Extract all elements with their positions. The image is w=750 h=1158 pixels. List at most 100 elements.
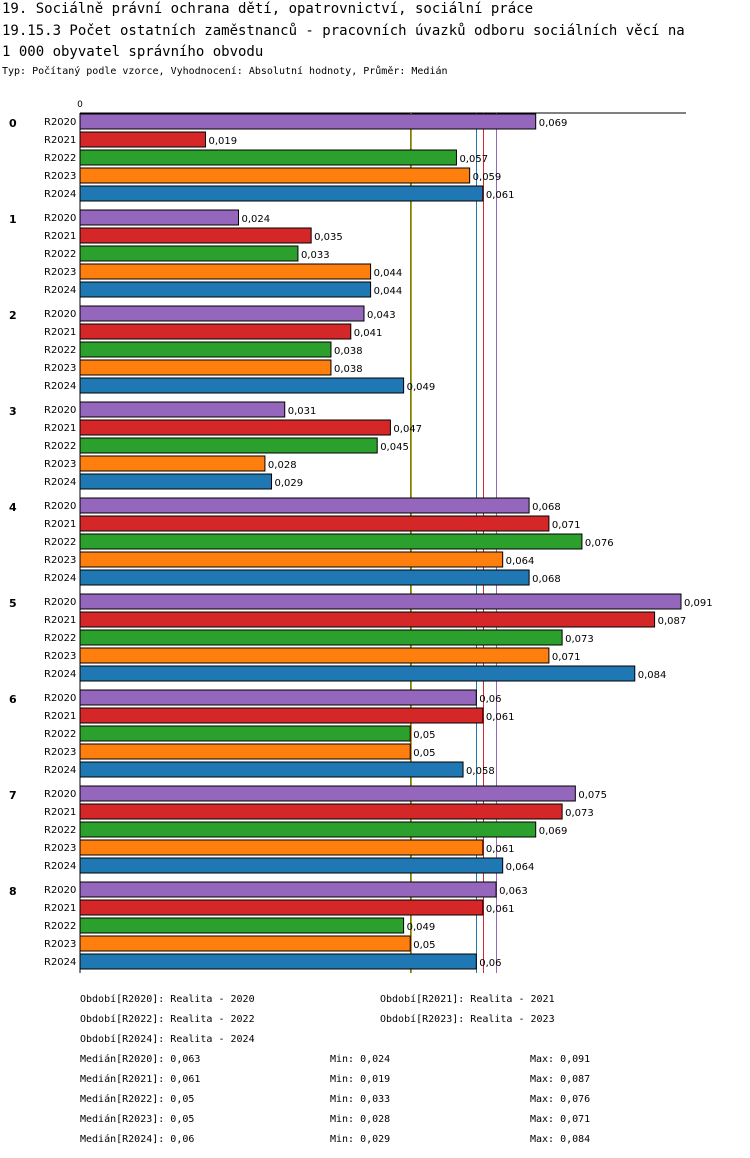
group-label-5: 5	[9, 597, 17, 610]
bar-6-r2022	[79, 725, 411, 742]
bar-3-r2023	[79, 455, 266, 472]
series-label-r2021: R2021	[44, 711, 76, 722]
bar-2-r2022	[79, 341, 332, 358]
series-label-r2021: R2021	[44, 519, 76, 530]
legend-max-r2022: Max: 0,076	[530, 1094, 591, 1105]
chart-title-line-3: 1 000 obyvatel správního obvodu	[2, 44, 264, 60]
legend-period-r2024: Období[R2024]: Realita - 2024	[80, 1034, 255, 1045]
data-label-6-r2024: 0,058	[466, 766, 495, 777]
bar-7-r2021	[79, 803, 563, 820]
data-label-3-r2021: 0,047	[393, 424, 422, 435]
series-label-r2023: R2023	[44, 267, 76, 278]
series-label-r2023: R2023	[44, 171, 76, 182]
legend-period-r2021: Období[R2021]: Realita - 2021	[380, 994, 555, 1005]
series-label-r2024: R2024	[44, 285, 76, 296]
bar-3-r2020	[79, 401, 286, 418]
data-label-4-r2022: 0,076	[585, 538, 614, 549]
bar-0-r2024	[79, 185, 484, 202]
bar-3-r2024	[79, 473, 273, 490]
series-label-r2020: R2020	[44, 597, 76, 608]
group-label-6: 6	[9, 693, 17, 706]
data-label-6-r2022: 0,05	[413, 730, 435, 741]
series-label-r2023: R2023	[44, 363, 76, 374]
data-label-8-r2023: 0,05	[413, 940, 435, 951]
data-label-2-r2022: 0,038	[334, 346, 363, 357]
series-label-r2022: R2022	[44, 249, 76, 260]
series-label-r2022: R2022	[44, 345, 76, 356]
bar-2-r2024	[79, 377, 405, 394]
bar-1-r2020	[79, 209, 240, 226]
data-label-4-r2021: 0,071	[552, 520, 581, 531]
data-label-7-r2021: 0,073	[565, 808, 594, 819]
chart-subtitle: Typ: Počítaný podle vzorce, Vyhodnocení:…	[2, 66, 448, 77]
series-label-r2022: R2022	[44, 537, 76, 548]
group-label-1: 1	[9, 213, 17, 226]
bar-4-r2023	[79, 551, 504, 568]
legend-max-r2020: Max: 0,091	[530, 1054, 591, 1065]
data-label-2-r2023: 0,038	[334, 364, 363, 375]
bar-0-r2020	[79, 113, 537, 130]
data-label-2-r2021: 0,041	[354, 328, 383, 339]
data-label-0-r2022: 0,057	[459, 154, 488, 165]
series-label-r2023: R2023	[44, 843, 76, 854]
bar-1-r2024	[79, 281, 372, 298]
data-label-4-r2020: 0,068	[532, 502, 561, 513]
series-label-r2021: R2021	[44, 231, 76, 242]
chart-title-line-2: 19.15.3 Počet ostatních zaměstnanců - pr…	[2, 23, 685, 39]
bar-2-r2020	[79, 305, 365, 322]
data-label-5-r2023: 0,071	[552, 652, 581, 663]
data-label-3-r2022: 0,045	[380, 442, 409, 453]
series-label-r2021: R2021	[44, 327, 76, 338]
data-label-6-r2021: 0,061	[486, 712, 515, 723]
series-label-r2023: R2023	[44, 747, 76, 758]
data-label-7-r2022: 0,069	[539, 826, 568, 837]
legend-median-r2021: Medián[R2021]: 0,061	[80, 1074, 201, 1085]
series-label-r2020: R2020	[44, 117, 76, 128]
series-label-r2024: R2024	[44, 573, 76, 584]
data-label-7-r2020: 0,075	[578, 790, 607, 801]
data-label-1-r2024: 0,044	[374, 286, 403, 297]
bar-5-r2024	[79, 665, 636, 682]
bar-2-r2021	[79, 323, 352, 340]
group-label-8: 8	[9, 885, 17, 898]
bar-7-r2020	[79, 785, 576, 802]
series-label-r2022: R2022	[44, 153, 76, 164]
bar-4-r2024	[79, 569, 530, 586]
data-label-6-r2023: 0,05	[413, 748, 435, 759]
data-label-2-r2024: 0,049	[407, 382, 436, 393]
data-label-1-r2020: 0,024	[242, 214, 271, 225]
series-label-r2022: R2022	[44, 441, 76, 452]
series-label-r2021: R2021	[44, 423, 76, 434]
series-label-r2024: R2024	[44, 669, 76, 680]
data-label-1-r2022: 0,033	[301, 250, 330, 261]
bar-5-r2023	[79, 647, 550, 664]
series-label-r2024: R2024	[44, 477, 76, 488]
series-label-r2020: R2020	[44, 693, 76, 704]
series-label-r2020: R2020	[44, 309, 76, 320]
data-label-0-r2020: 0,069	[539, 118, 568, 129]
series-label-r2020: R2020	[44, 789, 76, 800]
legend-min-r2021: Min: 0,019	[330, 1074, 391, 1085]
legend-min-r2020: Min: 0,024	[330, 1054, 391, 1065]
bar-8-r2020	[79, 881, 497, 898]
legend-median-r2023: Medián[R2023]: 0,05	[80, 1114, 195, 1125]
bar-5-r2020	[79, 593, 682, 610]
data-label-3-r2020: 0,031	[288, 406, 317, 417]
series-label-r2022: R2022	[44, 825, 76, 836]
series-label-r2021: R2021	[44, 135, 76, 146]
series-label-r2024: R2024	[44, 957, 76, 968]
group-label-3: 3	[9, 405, 17, 418]
legend-median-r2024: Medián[R2024]: 0,06	[80, 1134, 195, 1145]
series-label-r2024: R2024	[44, 765, 76, 776]
bar-4-r2021	[79, 515, 550, 532]
chart-title-line-1: 19. Sociálně právní ochrana dětí, opatro…	[2, 1, 534, 17]
legend-period-r2023: Období[R2023]: Realita - 2023	[380, 1014, 555, 1025]
bar-6-r2024	[79, 761, 464, 778]
series-label-r2022: R2022	[44, 633, 76, 644]
series-label-r2023: R2023	[44, 651, 76, 662]
series-label-r2021: R2021	[44, 807, 76, 818]
series-label-r2023: R2023	[44, 939, 76, 950]
bar-4-r2022	[79, 533, 583, 550]
bar-1-r2023	[79, 263, 372, 280]
